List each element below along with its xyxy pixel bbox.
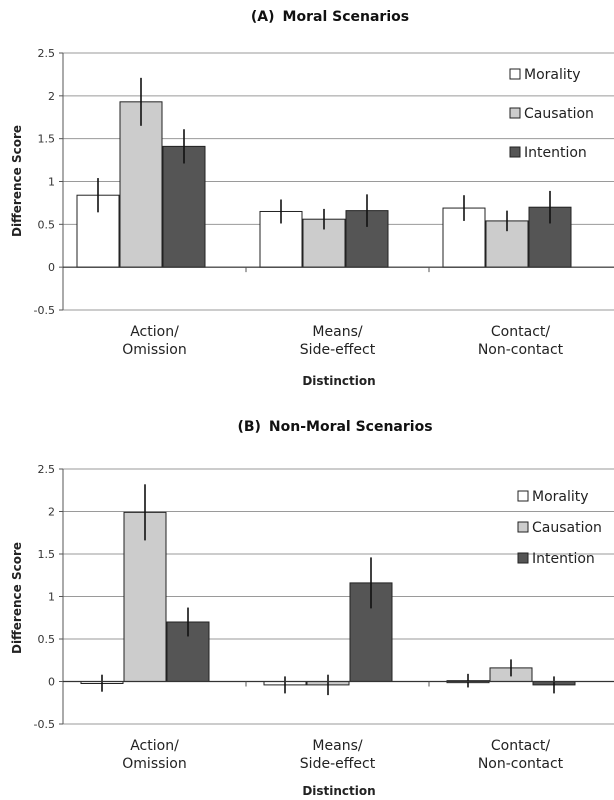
panel-a-x-tick-label: Means/Side-effect — [300, 324, 376, 358]
panel-b: (B) Non-Moral Scenarios -0.5 0 0.5 1 1.5 2 2.5 A… — [10, 419, 614, 798]
panel-a-y-tick-label: 1.5 — [38, 133, 56, 146]
panel-b-y-tick-label: 0.5 — [38, 633, 56, 646]
legend-swatch-morality — [517, 490, 529, 502]
panel-b-x-tick-label: Contact/Non-contact — [478, 738, 564, 772]
panel-a-title: (A) Moral Scenarios — [251, 9, 409, 25]
panel-a-y-axis-label: Difference Score — [10, 125, 24, 237]
legend-swatch-causation — [509, 107, 521, 119]
panel-a-y-tick-label: 0.5 — [38, 218, 56, 231]
legend-swatch-causation — [517, 521, 529, 533]
panel-b-x-tick-label: Action/Omission — [122, 738, 186, 772]
panel-b-y-tick-label: 2 — [48, 506, 55, 519]
panel-a-y-tick-label: -0.5 — [34, 304, 55, 317]
panel-b-bar-causation — [123, 511, 167, 682]
panel-a-x-tick-label: Contact/Non-contact — [478, 324, 564, 358]
panel-a-y-tick-label: 2.5 — [38, 47, 56, 60]
panel-a-y-tick-label: 0 — [48, 261, 55, 274]
panel-b-title-text: Non-Moral Scenarios — [269, 419, 433, 435]
panel-b-y-tick-label: 1.5 — [38, 548, 56, 561]
panel-b-y-tick-label: 0 — [48, 676, 55, 689]
legend-label-morality: Morality — [532, 489, 589, 505]
panel-a-label: (A) — [251, 9, 275, 25]
legend-label-intention: Intention — [532, 551, 595, 567]
panel-a-y-tick-label: 1 — [48, 176, 55, 189]
panel-a-title-text: Moral Scenarios — [283, 9, 410, 25]
legend-label-causation: Causation — [524, 106, 594, 122]
legend-label-intention: Intention — [524, 145, 587, 161]
legend-swatch-morality — [509, 68, 521, 80]
panel-a-x-tick-label: Action/Omission — [122, 324, 186, 358]
panel-a-y-tick-label: 2 — [48, 90, 55, 103]
panel-a-x-axis-label: Distinction — [302, 374, 375, 388]
panel-a-bar-causation — [119, 101, 163, 268]
panel-b-y-tick-label: 1 — [48, 591, 55, 604]
panel-b-label: (B) — [237, 419, 260, 435]
panel-b-y-axis-label: Difference Score — [10, 542, 24, 654]
panel-b-y-tick-label: 2.5 — [38, 463, 56, 476]
panel-a-bar-intention — [162, 145, 206, 268]
panel-b-x-tick-label: Means/Side-effect — [300, 738, 376, 772]
panel-b-y-tick-label: -0.5 — [34, 718, 55, 731]
legend-swatch-intention — [517, 552, 529, 564]
panel-b-title: (B) Non-Moral Scenarios — [237, 419, 432, 435]
panel-b-x-axis-label: Distinction — [302, 784, 375, 798]
panel-a: (A) Moral Scenarios -0.5 0 0.5 1 1.5 2 2.5 Actio… — [10, 9, 614, 388]
legend-label-morality: Morality — [524, 67, 581, 83]
legend-label-causation: Causation — [532, 520, 602, 536]
panel-b-bar-intention — [166, 621, 210, 682]
legend-swatch-intention — [509, 146, 521, 158]
